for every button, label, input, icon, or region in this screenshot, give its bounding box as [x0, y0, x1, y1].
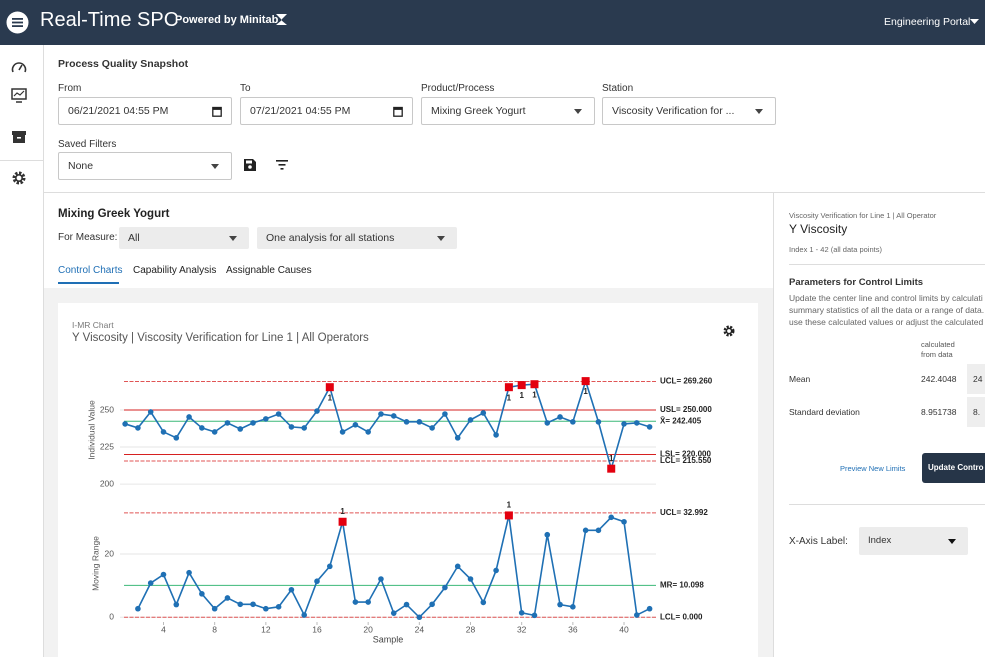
divider: [789, 504, 985, 505]
menu-button[interactable]: [6, 11, 29, 34]
chart-settings[interactable]: [723, 325, 735, 337]
panel-title-text: Y Viscosity: [789, 222, 848, 236]
side-panel: Viscosity Verification for Line 1 | All …: [773, 192, 985, 657]
caret: [755, 109, 763, 114]
tab[interactable]: Capability Analysis: [133, 265, 217, 276]
top-bar: Real-Time SPC Powered by Minitab Enginee…: [0, 0, 985, 45]
row-label: Standard deviation: [789, 407, 860, 417]
select-value: None: [68, 160, 94, 172]
caret: [211, 164, 219, 169]
select-value: Viscosity Verification for ...: [612, 105, 735, 117]
row-label: Mean: [789, 374, 811, 384]
portal-caret[interactable]: [970, 19, 979, 25]
mean-input[interactable]: 24: [967, 364, 985, 394]
divider: [44, 192, 985, 193]
sidebar-divider: [0, 160, 43, 161]
tab-underline: [58, 282, 119, 284]
params-title-text: Parameters for Control Limits: [789, 277, 924, 288]
tab-active[interactable]: Control Charts: [58, 265, 123, 276]
caret: [229, 236, 237, 241]
powered-by: Powered by Minitab: [175, 14, 279, 26]
field-label: Station: [602, 83, 634, 94]
xaxis-label: X-Axis Label:: [789, 536, 848, 547]
row-value: 242.4048: [921, 374, 957, 384]
settings-icon[interactable]: [11, 170, 27, 186]
input-value: 06/21/2021 04:55 PM: [68, 105, 169, 117]
update-button[interactable]: Update Contro: [922, 453, 985, 483]
calendar-icon[interactable]: [393, 106, 403, 117]
product-select[interactable]: Mixing Greek Yogurt: [421, 97, 595, 125]
select-value: All: [128, 232, 140, 244]
field-label: From: [58, 83, 82, 94]
to-date-input[interactable]: 07/21/2021 04:55 PM: [240, 97, 413, 125]
input-value: 07/21/2021 04:55 PM: [250, 105, 351, 117]
caret: [574, 109, 582, 114]
xaxis-select[interactable]: Index: [859, 527, 968, 555]
field-label: Saved Filters: [58, 139, 117, 150]
portal-menu[interactable]: Engineering Portal: [884, 16, 971, 28]
app-title: Real-Time SPC: [40, 9, 179, 31]
select-value: One analysis for all stations: [266, 232, 395, 244]
chart-card: [58, 303, 758, 657]
logo: [276, 14, 287, 25]
station-select[interactable]: Viscosity Verification for ...: [602, 97, 776, 125]
row-value: 8.951738: [921, 407, 957, 417]
chart-title: Y Viscosity | Viscosity Verification for…: [72, 332, 369, 344]
field-label: To: [240, 83, 251, 94]
monitor-icon[interactable]: [11, 88, 27, 103]
archive-icon[interactable]: [11, 130, 27, 144]
save-button[interactable]: [244, 159, 256, 171]
chart-subtitle: I-MR Chart: [72, 320, 114, 330]
from-date-input[interactable]: 06/21/2021 04:55 PM: [58, 97, 232, 125]
tab[interactable]: Assignable Causes: [226, 265, 312, 276]
column-header: from data: [921, 350, 953, 359]
filter-button[interactable]: [276, 160, 288, 170]
description-line: summary statistics of all the data or a …: [789, 305, 985, 315]
divider: [789, 264, 985, 265]
field-label: Product/Process: [421, 83, 495, 94]
panel-title: Y Viscosity: [789, 222, 847, 236]
analysis-title: Mixing Greek Yogurt: [58, 208, 170, 220]
select-value: Mixing Greek Yogurt: [431, 105, 526, 117]
calendar-icon[interactable]: [212, 106, 222, 117]
select-value: Index: [868, 535, 892, 546]
sidebar: [0, 45, 44, 657]
xaxis-label-text: X-Axis Label:: [789, 536, 848, 547]
measure-select[interactable]: All: [119, 227, 249, 249]
dashboard-icon[interactable]: [11, 60, 27, 74]
saved-filter-select[interactable]: None: [58, 152, 232, 180]
stdev-input[interactable]: 8.: [967, 397, 985, 427]
preview-text: Preview New Limits: [840, 464, 906, 473]
caret: [437, 236, 445, 241]
description-line: Update the center line and control limit…: [789, 293, 983, 303]
stations-select[interactable]: One analysis for all stations: [257, 227, 457, 249]
panel-range: Index 1 - 42 (all data points): [789, 245, 882, 254]
column-header: calculated: [921, 340, 955, 349]
measure-label: For Measure:: [58, 232, 118, 243]
preview-link[interactable]: Preview New Limits: [840, 464, 905, 473]
description-line: use these calculated values or adjust th…: [789, 317, 985, 327]
params-title: Parameters for Control Limits: [789, 277, 923, 288]
section-title: Process Quality Snapshot: [58, 58, 189, 70]
caret: [948, 539, 956, 544]
panel-station: Viscosity Verification for Line 1 | All …: [789, 211, 937, 220]
